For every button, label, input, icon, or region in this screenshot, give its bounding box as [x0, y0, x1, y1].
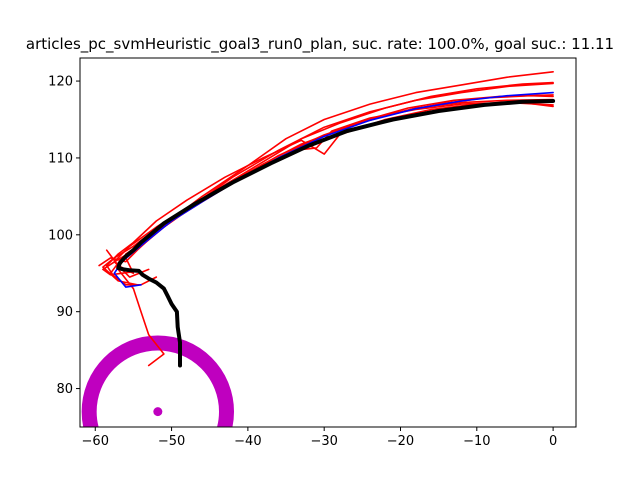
y-tick-label-1: 90 — [56, 305, 73, 320]
y-tick-label-4: 120 — [48, 75, 73, 90]
plot-frame — [79, 57, 577, 428]
y-tick-label-0: 80 — [56, 382, 73, 397]
x-tick-label-6: 0 — [549, 434, 557, 449]
data-layer — [81, 71, 556, 427]
x-tick-label-2: −40 — [234, 434, 261, 449]
goal-center-point — [153, 407, 163, 417]
plot-background — [80, 58, 576, 427]
x-tick-label-0: −60 — [82, 434, 109, 449]
particles-line-2 — [113, 81, 554, 278]
x-tick-label-5: −10 — [463, 434, 490, 449]
chart-title: articles_pc_svmHeuristic_goal3_run0_plan… — [26, 35, 614, 54]
x-tick-label-4: −20 — [387, 434, 414, 449]
plan-line-9 — [116, 99, 556, 368]
y-tick-label-2: 100 — [48, 228, 73, 243]
axis-layer: −60 −50 −40 −30 −20 −10 0 80 90 100 110 120 — [48, 75, 557, 449]
x-tick-label-1: −50 — [158, 434, 185, 449]
y-tick-label-3: 110 — [48, 151, 73, 166]
x-tick-label-3: −30 — [310, 434, 337, 449]
goal-region-ring — [81, 335, 234, 427]
particles-line-6 — [105, 101, 554, 278]
